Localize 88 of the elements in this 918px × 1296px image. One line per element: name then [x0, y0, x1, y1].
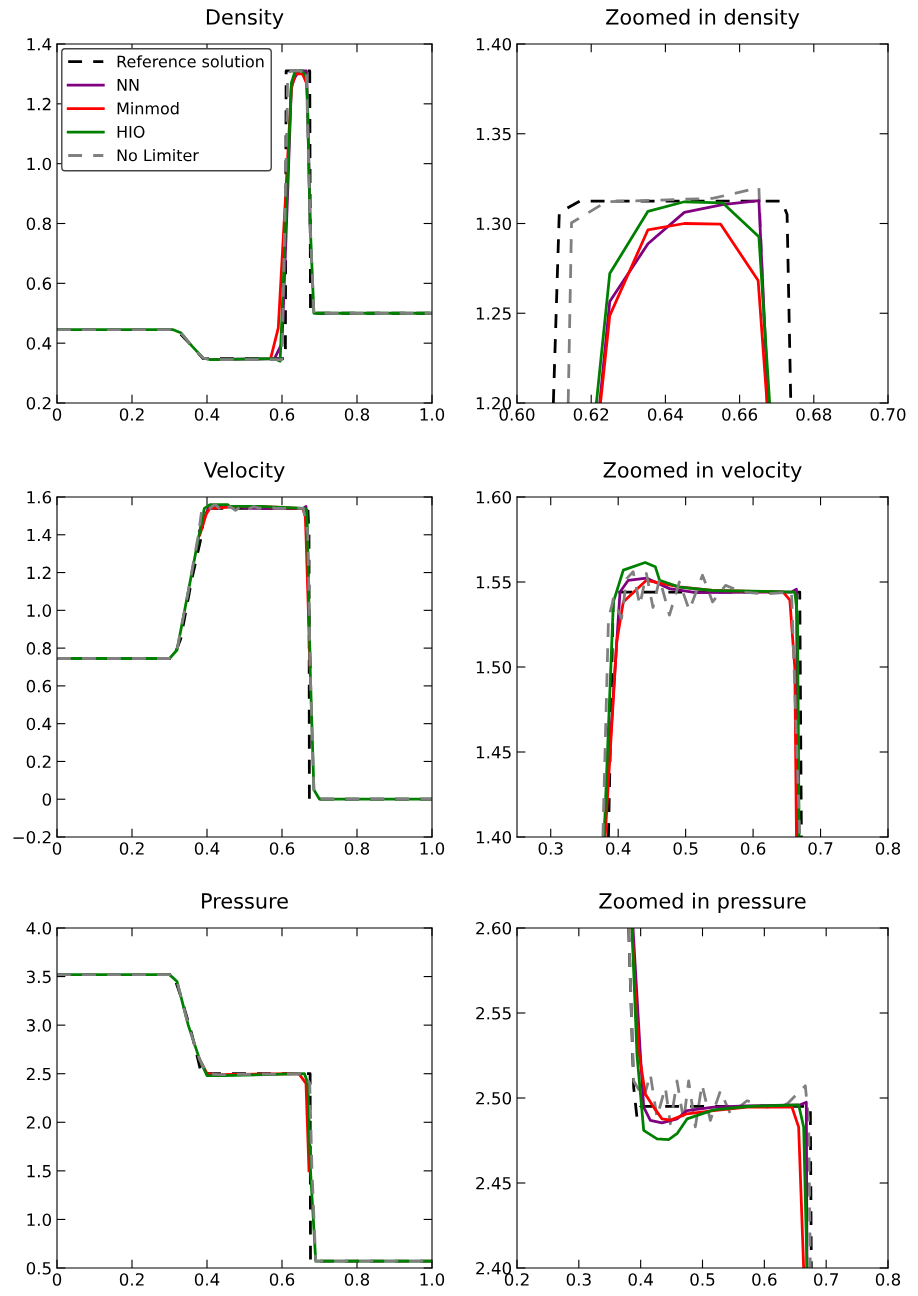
x-tick-label: 0.7 — [814, 1273, 838, 1286]
x-tick-label: 0.4 — [194, 1273, 220, 1286]
x-tick-label: 0.4 — [194, 408, 220, 421]
y-tick-label: 1.20 — [476, 396, 512, 410]
x-tick-label: 0.60 — [499, 408, 535, 421]
y-tick-label: 1.0 — [27, 157, 52, 171]
x-tick-label: 0.64 — [647, 408, 684, 421]
x-tick-label: 0.3 — [566, 1273, 591, 1286]
x-tick-label: 0.6 — [740, 842, 766, 855]
y-tick-label: 2.40 — [476, 1261, 512, 1275]
chart-title: Zoomed in velocity — [603, 461, 802, 482]
x-tick-label: 0.6 — [269, 1273, 295, 1286]
x-tick-label: 0 — [52, 1273, 62, 1286]
x-tick-label: 0.6 — [752, 1273, 777, 1286]
y-tick-label: 0.8 — [26, 642, 51, 655]
y-tick-label: 1.4 — [27, 38, 52, 51]
y-tick-label: 4.0 — [26, 921, 52, 935]
x-tick-label: 0.2 — [119, 1273, 144, 1286]
chart-title: Zoomed in density — [606, 8, 800, 29]
x-tick-label: 0 — [52, 842, 62, 855]
y-tick-label: 1.50 — [476, 660, 512, 674]
y-tick-label: 1.35 — [476, 127, 511, 141]
x-tick-label: 0.2 — [119, 408, 144, 421]
x-tick-label: 0.68 — [796, 408, 832, 421]
y-tick-label: 2.60 — [476, 921, 512, 935]
y-tick-label: 1.4 — [27, 528, 52, 542]
y-tick-label: 1.25 — [476, 307, 511, 320]
legend-label: HIO — [117, 125, 145, 138]
legend-label: Reference solution — [117, 55, 264, 68]
y-tick-label: 1.40 — [476, 37, 512, 51]
legend-label: No Limiter — [117, 148, 199, 162]
y-tick-label: 1.60 — [476, 490, 512, 504]
y-tick-label: 3.5 — [26, 970, 51, 984]
y-tick-label: 0.6 — [26, 277, 52, 290]
x-tick-label: 0.4 — [194, 842, 220, 855]
y-tick-label: 1.0 — [27, 604, 52, 617]
x-tick-label: 0.5 — [673, 842, 698, 855]
y-tick-label: 1.40 — [476, 830, 512, 844]
x-tick-label: 0.8 — [875, 1273, 901, 1286]
y-tick-label: 0.5 — [26, 1261, 51, 1275]
y-tick-label: 0 — [42, 793, 52, 806]
chart-title: Pressure — [202, 893, 288, 909]
chart-title: Velocity — [203, 461, 285, 482]
y-tick-label: 0.2 — [26, 396, 51, 410]
x-tick-label: 1.0 — [420, 1273, 445, 1286]
y-tick-label: 3.0 — [26, 1019, 52, 1032]
x-tick-label: 0.8 — [344, 842, 370, 855]
y-tick-label: 2.45 — [476, 1176, 511, 1190]
y-tick-label: 0.4 — [26, 717, 52, 731]
y-tick-label: 1.45 — [476, 746, 511, 759]
chart-title: Density — [206, 8, 284, 29]
x-tick-label: 1.0 — [420, 408, 445, 421]
chart-title: Zoomed in pressure — [599, 892, 806, 913]
y-tick-label: 1.2 — [27, 566, 51, 579]
legend-label: NN — [117, 79, 139, 91]
y-tick-label: 2.5 — [26, 1067, 51, 1081]
y-tick-label: 1.0 — [27, 1213, 52, 1226]
y-tick-label: 0.4 — [26, 337, 52, 350]
x-tick-label: 0.2 — [504, 1273, 529, 1286]
y-tick-label: −0.2 — [13, 830, 51, 844]
y-tick-label: 1.30 — [476, 217, 512, 231]
x-tick-label: 0.6 — [269, 408, 295, 421]
y-tick-label: 1.55 — [476, 576, 511, 589]
y-tick-label: 2.0 — [26, 1116, 52, 1129]
x-tick-label: 0.5 — [690, 1273, 715, 1286]
x-tick-label: 0 — [52, 408, 62, 421]
legend-label: Minmod — [117, 102, 179, 115]
x-tick-label: 0.4 — [628, 1273, 653, 1286]
x-tick-label: 0.62 — [573, 408, 609, 421]
x-tick-label: 0.7 — [808, 842, 833, 855]
x-tick-label: 0.8 — [344, 408, 370, 421]
x-tick-label: 1.0 — [420, 842, 445, 855]
y-tick-label: 0.6 — [26, 679, 52, 693]
y-tick-label: 1.5 — [27, 1165, 51, 1178]
y-tick-label: 1.2 — [27, 97, 51, 111]
x-tick-label: 0.2 — [119, 842, 144, 855]
y-tick-label: 0.8 — [26, 217, 51, 231]
x-tick-label: 0.66 — [722, 408, 758, 421]
y-tick-label: 0.2 — [26, 755, 51, 769]
x-tick-label: 0.6 — [269, 842, 295, 855]
x-tick-label: 0.8 — [344, 1273, 370, 1286]
x-tick-label: 0.4 — [606, 842, 631, 855]
x-tick-label: 0.70 — [870, 408, 906, 421]
y-tick-label: 1.6 — [27, 490, 52, 504]
y-tick-label: 2.55 — [476, 1006, 511, 1020]
x-tick-label: 0.3 — [538, 842, 563, 855]
x-tick-label: 0.8 — [875, 842, 901, 855]
y-tick-label: 2.50 — [476, 1091, 512, 1105]
